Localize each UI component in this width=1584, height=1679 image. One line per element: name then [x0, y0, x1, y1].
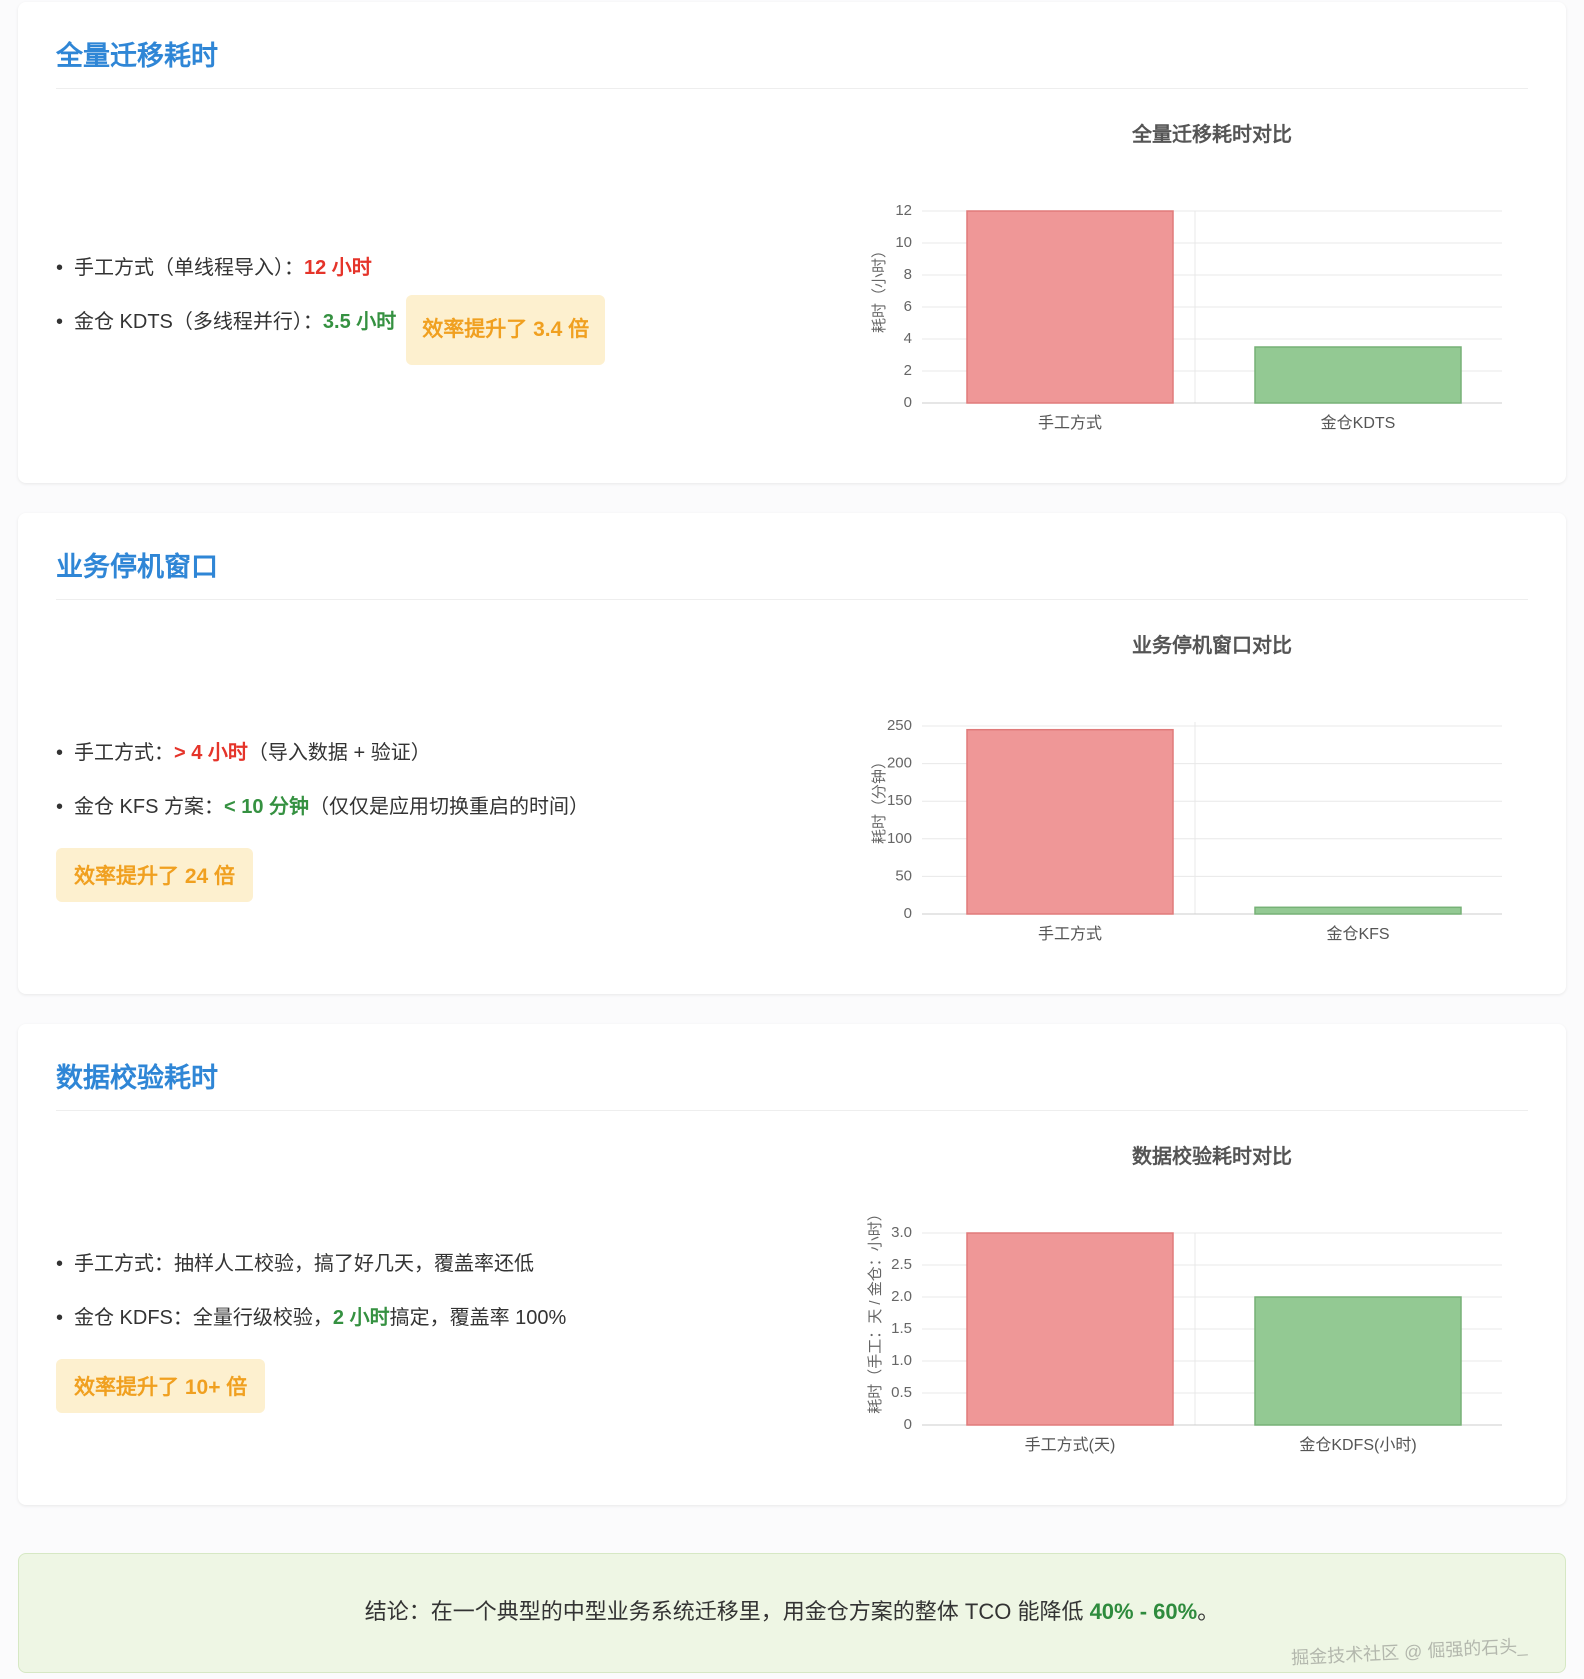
- svg-text:4: 4: [904, 330, 912, 347]
- svg-text:数据校验耗时对比: 数据校验耗时对比: [1132, 1145, 1292, 1168]
- svg-text:业务停机窗口对比: 业务停机窗口对比: [1132, 634, 1292, 657]
- svg-text:100: 100: [887, 830, 912, 847]
- svg-text:耗时（小时）: 耗时（小时）: [871, 243, 888, 333]
- svg-text:0: 0: [904, 1416, 912, 1433]
- svg-text:0.5: 0.5: [891, 1384, 912, 1401]
- svg-text:全量迁移耗时对比: 全量迁移耗时对比: [1131, 123, 1292, 146]
- svg-text:手工方式: 手工方式: [1038, 925, 1102, 943]
- svg-text:150: 150: [887, 792, 912, 809]
- svg-text:250: 250: [887, 717, 912, 734]
- svg-text:金仓KFS: 金仓KFS: [1326, 925, 1389, 943]
- svg-text:0: 0: [904, 394, 912, 411]
- svg-text:金仓KDFS(小时): 金仓KDFS(小时): [1299, 1436, 1416, 1454]
- svg-text:8: 8: [904, 266, 912, 283]
- svg-text:手工方式(天): 手工方式(天): [1025, 1436, 1116, 1454]
- svg-text:0: 0: [904, 905, 912, 922]
- svg-text:200: 200: [887, 755, 912, 772]
- svg-text:2.0: 2.0: [891, 1288, 912, 1305]
- svg-text:手工方式: 手工方式: [1038, 414, 1102, 432]
- svg-text:耗时（分钟）: 耗时（分钟）: [871, 754, 888, 844]
- svg-text:金仓KDTS: 金仓KDTS: [1321, 414, 1396, 432]
- svg-text:2: 2: [904, 362, 912, 379]
- svg-text:12: 12: [895, 202, 912, 219]
- svg-text:1.5: 1.5: [891, 1320, 912, 1337]
- svg-text:耗时（手工：天 / 金仓：小时）: 耗时（手工：天 / 金仓：小时）: [867, 1206, 884, 1414]
- svg-text:6: 6: [904, 298, 912, 315]
- svg-text:10: 10: [895, 234, 912, 251]
- svg-text:50: 50: [895, 867, 912, 884]
- svg-text:1.0: 1.0: [891, 1352, 912, 1369]
- svg-text:2.5: 2.5: [891, 1256, 912, 1273]
- svg-text:3.0: 3.0: [891, 1224, 912, 1241]
